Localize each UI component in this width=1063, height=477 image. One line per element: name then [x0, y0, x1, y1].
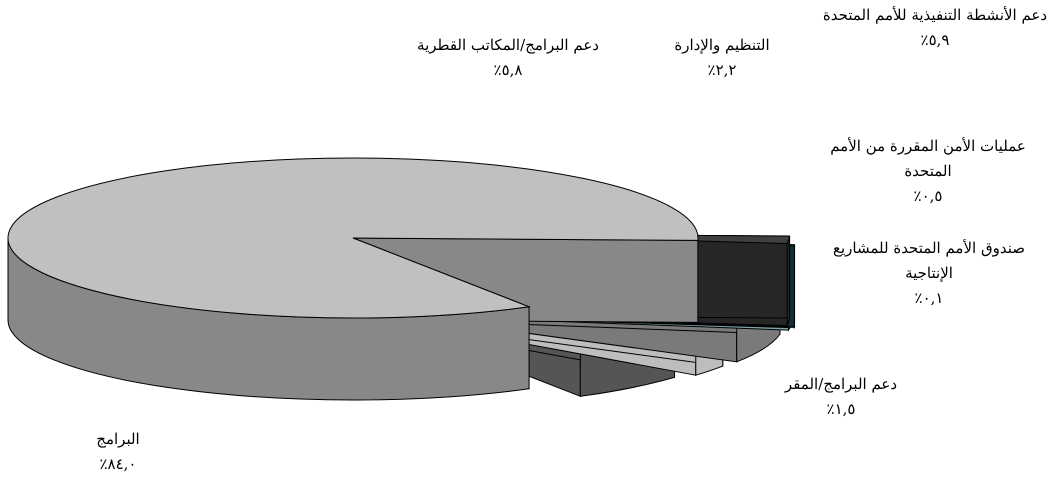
- label-un-security-name: عمليات الأمن المقررة من الأمم المتحدة: [830, 137, 1026, 180]
- label-un-operational-activities: دعم الأنشطة التنفيذية للأمم المتحدة ٥,٩٪: [823, 3, 1047, 53]
- label-programmes-value: ٨٤,٠٪: [99, 455, 137, 473]
- label-headquarters-support-name: دعم البرامج/المقر: [784, 375, 898, 393]
- label-country-office-support-name: دعم البرامج/المكاتب القطرية: [417, 36, 599, 54]
- label-un-operational-activities-name: دعم الأنشطة التنفيذية للأمم المتحدة: [822, 6, 1048, 24]
- label-management-administration-value: ٢,٢٪: [707, 61, 737, 79]
- label-un-security-value: ٠,٥٪: [913, 187, 943, 205]
- label-uncdf: صندوق الأمم المتحدة للمشاريع الإنتاجية ٠…: [809, 236, 1049, 311]
- slice-0-top: [7, 157, 699, 319]
- label-headquarters-support: دعم البرامج/المقر ١,٥٪: [785, 372, 897, 422]
- label-country-office-support: دعم البرامج/المكاتب القطرية ٥,٨٪: [417, 33, 599, 83]
- label-un-security: عمليات الأمن المقررة من الأمم المتحدة ٠,…: [808, 134, 1048, 209]
- label-country-office-support-value: ٥,٨٪: [493, 61, 523, 79]
- label-programmes-name: البرامج: [96, 430, 140, 448]
- label-management-administration-name: التنظيم والإدارة: [674, 36, 770, 54]
- label-programmes: البرامج ٨٤,٠٪: [96, 427, 139, 477]
- label-headquarters-support-value: ١,٥٪: [826, 400, 856, 418]
- label-uncdf-value: ٠,١٪: [914, 289, 944, 307]
- label-uncdf-name: صندوق الأمم المتحدة للمشاريع الإنتاجية: [833, 239, 1025, 282]
- label-management-administration: التنظيم والإدارة ٢,٢٪: [674, 33, 769, 83]
- label-un-operational-activities-value: ٥,٩٪: [920, 31, 950, 49]
- slice-6-outer-side: [786, 235, 791, 326]
